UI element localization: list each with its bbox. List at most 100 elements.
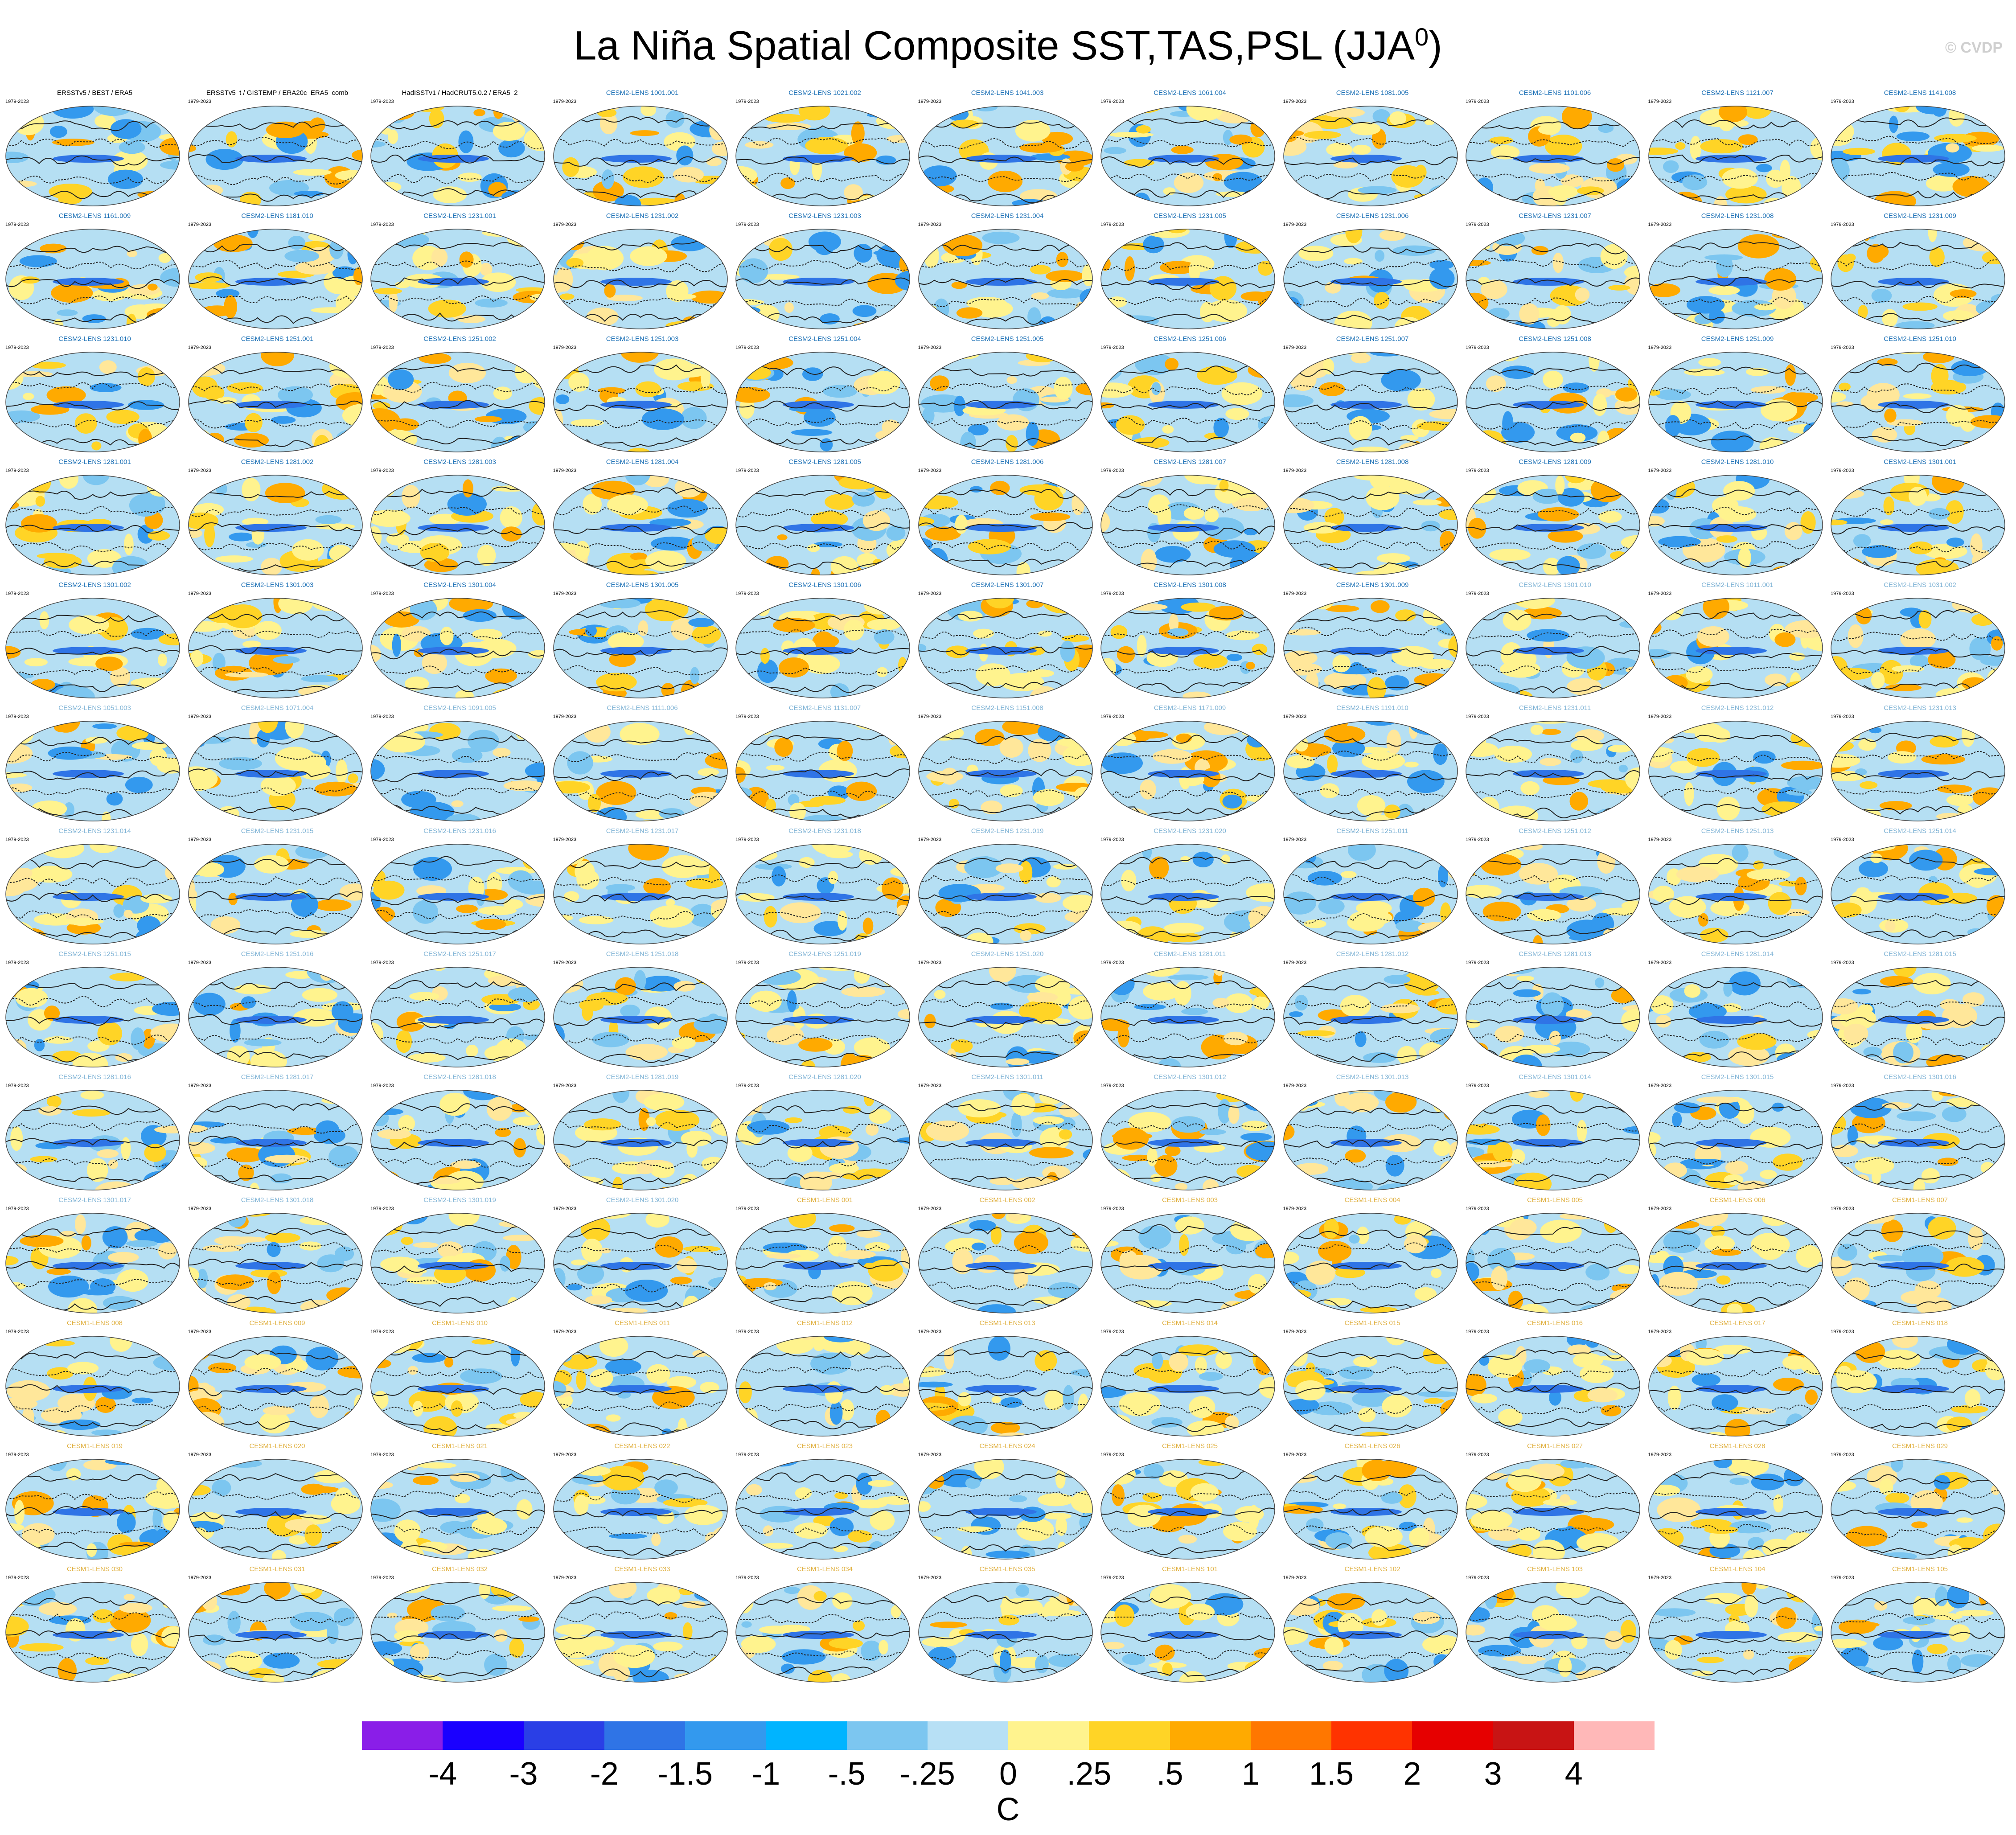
- global-map: [1648, 352, 1823, 452]
- panel-period: 1979-2023: [1100, 345, 1124, 350]
- panel-title: CESM2-LENS 1301.004: [423, 581, 496, 589]
- panel-period: 1979-2023: [188, 1575, 212, 1580]
- panel-period: 1979-2023: [1100, 99, 1124, 104]
- panel-period: 1979-2023: [1466, 714, 1489, 719]
- global-map: [1283, 1090, 1458, 1190]
- panel-title: CESM2-LENS 1301.017: [58, 1196, 131, 1204]
- panel-period: 1979-2023: [1831, 99, 1854, 104]
- panel-title: CESM2-LENS 1251.004: [788, 335, 861, 343]
- global-map: [1466, 721, 1640, 821]
- panel-title: CESM2-LENS 1251.005: [971, 335, 1044, 343]
- map-panel: CESM1-LENS 028 1979-2023: [1646, 1442, 1829, 1564]
- global-map: [735, 106, 910, 206]
- panel-period: 1979-2023: [1466, 837, 1489, 842]
- panel-title: CESM1-LENS 104: [1709, 1565, 1766, 1573]
- global-map: [735, 475, 910, 575]
- map-panel: CESM1-LENS 002 1979-2023: [916, 1196, 1099, 1318]
- global-map: [370, 1213, 545, 1314]
- colorbar-swatch: [927, 1721, 1008, 1750]
- panel-period: 1979-2023: [188, 222, 212, 227]
- panel-title: CESM2-LENS 1281.008: [1336, 458, 1409, 466]
- panel-period: 1979-2023: [553, 714, 577, 719]
- global-map: [5, 1336, 180, 1437]
- map-panel: CESM2-LENS 1231.005 1979-2023: [1099, 212, 1281, 334]
- global-map: [370, 106, 545, 206]
- figure-title: La Niña Spatial Composite SST,TAS,PSL (J…: [574, 23, 1442, 69]
- global-map: [918, 1582, 1093, 1683]
- global-map: [1648, 229, 1823, 329]
- global-map: [1831, 844, 2005, 944]
- global-map: [5, 721, 180, 821]
- map-panel: CESM2-LENS 1301.004 1979-2023: [369, 581, 551, 703]
- global-map: [735, 1336, 910, 1437]
- global-map: [1648, 1336, 1823, 1437]
- panel-title: CESM2-LENS 1231.014: [58, 827, 131, 835]
- panel-title: CESM1-LENS 102: [1344, 1565, 1400, 1573]
- panel-period: 1979-2023: [735, 714, 759, 719]
- colorbar-swatch: [1170, 1721, 1251, 1750]
- panel-title: CESM2-LENS 1251.008: [1519, 335, 1591, 343]
- panel-period: 1979-2023: [1648, 1206, 1672, 1211]
- panel-title: CESM1-LENS 023: [797, 1442, 853, 1450]
- panel-period: 1979-2023: [1283, 222, 1307, 227]
- panel-title: CESM1-LENS 030: [66, 1565, 123, 1573]
- panel-grid: ERSSTv5 / BEST / ERA5 1979-2023 ERSSTv5_t …: [0, 89, 2016, 1694]
- panel-period: 1979-2023: [1466, 591, 1489, 596]
- panel-title: CESM2-LENS 1231.009: [1884, 212, 1956, 220]
- map-panel: CESM2-LENS 1281.010 1979-2023: [1646, 458, 1829, 580]
- global-map: [553, 1336, 728, 1437]
- global-map: [1466, 106, 1640, 206]
- map-panel: CESM1-LENS 022 1979-2023: [551, 1442, 734, 1564]
- colorbar-tick-label: -.5: [828, 1756, 866, 1792]
- map-panel: HadISSTv1 / HadCRUT5.0.2 / ERA5_2 1979-20…: [369, 89, 551, 211]
- panel-period: 1979-2023: [1831, 591, 1854, 596]
- global-map: [1283, 1213, 1458, 1314]
- panel-title: CESM2-LENS 1171.009: [1154, 704, 1226, 712]
- panel-period: 1979-2023: [553, 468, 577, 473]
- map-panel: CESM2-LENS 1061.004 1979-2023: [1099, 89, 1281, 211]
- panel-title: CESM2-LENS 1231.010: [58, 335, 131, 343]
- panel-title: CESM2-LENS 1301.013: [1336, 1073, 1409, 1081]
- map-panel: CESM2-LENS 1251.004 1979-2023: [734, 335, 916, 457]
- panel-period: 1979-2023: [553, 345, 577, 350]
- global-map: [1100, 1213, 1275, 1314]
- global-map: [370, 1090, 545, 1190]
- panel-title: CESM2-LENS 1281.017: [241, 1073, 314, 1081]
- panel-title: CESM2-LENS 1281.015: [1884, 950, 1956, 958]
- colorbar-swatch: [846, 1721, 928, 1750]
- panel-title: CESM2-LENS 1251.003: [606, 335, 679, 343]
- colorbar-tick-label: 3: [1484, 1756, 1502, 1792]
- global-map: [1100, 106, 1275, 206]
- colorbar-tick-label: -.25: [899, 1756, 955, 1792]
- map-panel: CESM2-LENS 1251.001 1979-2023: [186, 335, 369, 457]
- panel-title: CESM2-LENS 1281.010: [1701, 458, 1774, 466]
- map-panel: ERSSTv5 / BEST / ERA5 1979-2023: [4, 89, 186, 211]
- map-panel: CESM2-LENS 1251.018 1979-2023: [551, 950, 734, 1072]
- map-panel: CESM1-LENS 104 1979-2023: [1646, 1565, 1829, 1687]
- panel-period: 1979-2023: [188, 345, 212, 350]
- panel-title: CESM1-LENS 016: [1527, 1319, 1583, 1327]
- global-map: [1466, 1213, 1640, 1314]
- title-text: La Niña Spatial Composite SST,TAS,PSL (J…: [574, 23, 1415, 69]
- panel-period: 1979-2023: [553, 1452, 577, 1457]
- global-map: [1831, 1213, 2005, 1314]
- panel-title: CESM1-LENS 105: [1892, 1565, 1948, 1573]
- panel-period: 1979-2023: [1283, 1329, 1307, 1334]
- panel-title: CESM2-LENS 1301.007: [971, 581, 1044, 589]
- global-map: [1648, 844, 1823, 944]
- global-map: [553, 967, 728, 1067]
- panel-period: 1979-2023: [188, 591, 212, 596]
- panel-period: 1979-2023: [735, 1329, 759, 1334]
- global-map: [1283, 1582, 1458, 1683]
- map-panel: CESM2-LENS 1131.007 1979-2023: [734, 704, 916, 826]
- global-map: [735, 967, 910, 1067]
- colorbar-tick-label: -4: [428, 1756, 457, 1792]
- global-map: [1100, 844, 1275, 944]
- map-panel: CESM2-LENS 1231.014 1979-2023: [4, 827, 186, 949]
- panel-period: 1979-2023: [1283, 714, 1307, 719]
- global-map: [188, 598, 363, 698]
- map-panel: CESM2-LENS 1301.018 1979-2023: [186, 1196, 369, 1318]
- panel-title: CESM1-LENS 028: [1709, 1442, 1766, 1450]
- map-panel: CESM2-LENS 1191.010 1979-2023: [1281, 704, 1464, 826]
- map-panel: CESM1-LENS 013 1979-2023: [916, 1319, 1099, 1441]
